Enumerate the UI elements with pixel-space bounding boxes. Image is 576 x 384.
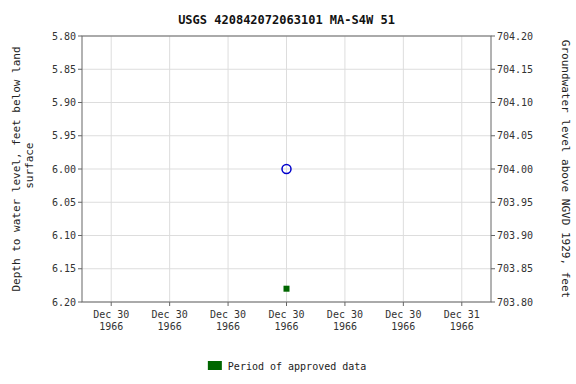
tick-label: Dec 301966 — [268, 309, 304, 332]
chart-container: 5.80 5.85 5.90 5.95 6.00 6.05 6.10 6.15 6.20 704.… — [0, 0, 576, 384]
grid-line — [461, 36, 462, 302]
data-point — [284, 286, 290, 292]
tick-mark — [78, 69, 82, 70]
text-line: Groundwater level above NGVD 1929, feet — [559, 40, 572, 298]
data-point — [282, 165, 291, 174]
tick-label: Dec 301966 — [210, 309, 246, 332]
text-line: 1966 — [99, 321, 123, 332]
tick-label: Dec 301966 — [385, 309, 421, 332]
legend: Period of approved data — [208, 361, 366, 372]
text-line: Dec 30 — [152, 309, 188, 320]
tick-mark — [78, 102, 82, 103]
tick-label: 6.15 — [52, 263, 76, 274]
text-line: Dec 30 — [385, 309, 421, 320]
tick-mark — [78, 235, 82, 236]
tick-label: 704.05 — [497, 130, 533, 141]
tick-label: Dec 311966 — [444, 309, 480, 332]
legend-label: Period of approved data — [228, 361, 366, 372]
y2-axis-label: Groundwater level above NGVD 1929, feet — [559, 40, 572, 298]
tick-mark — [78, 135, 82, 136]
text-line: 1966 — [274, 321, 298, 332]
tick-label: 5.95 — [52, 130, 76, 141]
y2-axis: 704.20 704.15 704.10 704.05 704.00 703.95 703.… — [491, 31, 533, 308]
y-axis: 5.80 5.85 5.90 5.95 6.00 6.05 6.10 6.15 6.20 — [52, 31, 82, 308]
grid-line — [286, 36, 287, 302]
legend-swatch — [208, 361, 222, 370]
tick-mark — [78, 202, 82, 203]
tick-mark — [491, 135, 495, 136]
tick-mark — [491, 235, 495, 236]
tick-label: 704.10 — [497, 97, 533, 108]
tick-mark — [286, 302, 287, 306]
marks — [282, 165, 291, 292]
tick-label: 6.00 — [52, 164, 76, 175]
tick-mark — [344, 302, 345, 306]
tick-label: 703.90 — [497, 230, 533, 241]
chart-title: USGS 420842072063101 MA-S4W 51 — [178, 13, 395, 27]
tick-label: 704.20 — [497, 31, 533, 42]
tick-label: 5.85 — [52, 64, 76, 75]
chart: 5.80 5.85 5.90 5.95 6.00 6.05 6.10 6.15 6.20 704.… — [0, 0, 576, 384]
tick-mark — [491, 202, 495, 203]
tick-mark — [491, 69, 495, 70]
x-axis: Dec 301966Dec 301966Dec 301966Dec 301966… — [93, 302, 480, 332]
plot-frame — [82, 36, 491, 302]
grid — [82, 36, 491, 302]
tick-mark — [491, 268, 495, 269]
tick-mark — [78, 36, 82, 37]
text-line: surface — [23, 143, 36, 196]
tick-mark — [111, 302, 112, 306]
tick-mark — [169, 302, 170, 306]
tick-mark — [491, 169, 495, 170]
text-line: Depth to water level, feet below land — [10, 46, 23, 291]
tick-label: 703.85 — [497, 263, 533, 274]
grid-line — [169, 36, 170, 302]
tick-mark — [461, 302, 462, 306]
tick-label: 703.80 — [497, 297, 533, 308]
text-line: Dec 30 — [268, 309, 304, 320]
text-line: 1966 — [158, 321, 182, 332]
text-line: 1966 — [450, 321, 474, 332]
tick-mark — [491, 36, 495, 37]
grid-line — [111, 36, 112, 302]
y-axis-label: Depth to water level, feet below land su… — [10, 46, 36, 291]
tick-label: 6.20 — [52, 297, 76, 308]
tick-mark — [78, 169, 82, 170]
tick-mark — [228, 302, 229, 306]
tick-mark — [491, 302, 495, 303]
tick-label: 6.05 — [52, 197, 76, 208]
tick-label: 5.80 — [52, 31, 76, 42]
text-line: Dec 30 — [327, 309, 363, 320]
grid-line — [403, 36, 404, 302]
tick-mark — [491, 102, 495, 103]
tick-label: 704.15 — [497, 64, 533, 75]
text-line: 1966 — [216, 321, 240, 332]
grid-line — [344, 36, 345, 302]
tick-label: 5.90 — [52, 97, 76, 108]
text-line: 1966 — [391, 321, 415, 332]
tick-mark — [78, 302, 82, 303]
grid-line — [228, 36, 229, 302]
tick-mark — [78, 268, 82, 269]
text-line: 1966 — [333, 321, 357, 332]
text-line: Dec 30 — [210, 309, 246, 320]
text-line: Dec 30 — [93, 309, 129, 320]
tick-label: 6.10 — [52, 230, 76, 241]
tick-label: Dec 301966 — [327, 309, 363, 332]
tick-label: 703.95 — [497, 197, 533, 208]
tick-label: 704.00 — [497, 164, 533, 175]
tick-label: Dec 301966 — [152, 309, 188, 332]
tick-mark — [403, 302, 404, 306]
tick-label: Dec 301966 — [93, 309, 129, 332]
text-line: Dec 31 — [444, 309, 480, 320]
